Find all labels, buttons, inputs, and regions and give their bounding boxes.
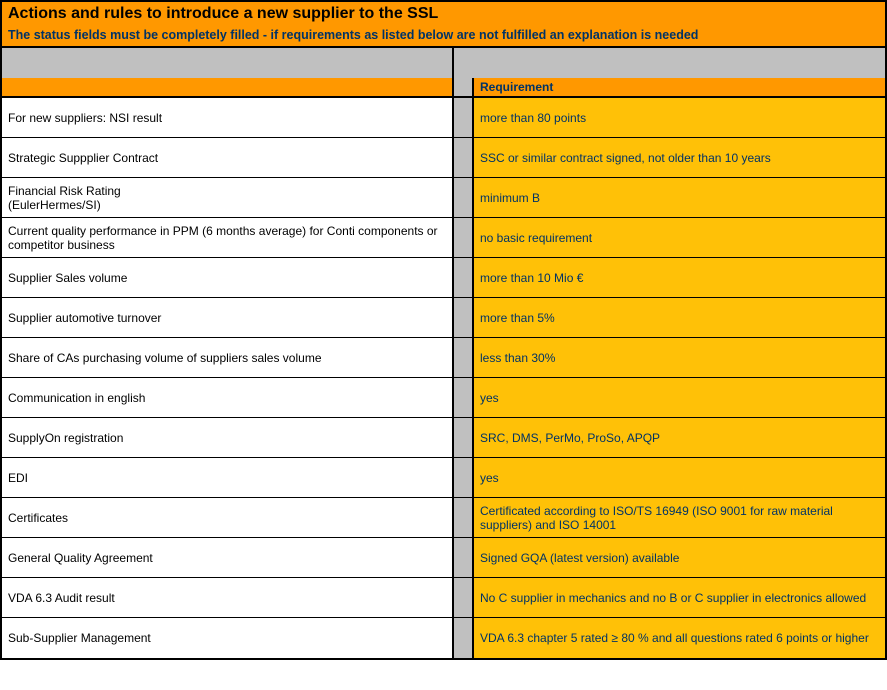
table-row: Supplier automotive turnover more than 5% [2,298,885,338]
criteria-label: SupplyOn registration [2,418,454,457]
requirement-value: yes [472,458,885,497]
row-gap [454,618,472,658]
criteria-label: EDI [2,458,454,497]
table-row: Communication in english yes [2,378,885,418]
requirement-value: yes [472,378,885,417]
requirement-value: VDA 6.3 chapter 5 rated ≥ 80 % and all q… [472,618,885,658]
row-gap [454,98,472,137]
requirement-value: No C supplier in mechanics and no B or C… [472,578,885,617]
table-row: Supplier Sales volume more than 10 Mio € [2,258,885,298]
table-header-mid [454,78,472,96]
page-subtitle: The status fields must be completely fil… [2,26,885,46]
criteria-label: VDA 6.3 Audit result [2,578,454,617]
criteria-label: Supplier automotive turnover [2,298,454,337]
criteria-label: For new suppliers: NSI result [2,98,454,137]
table-header-requirement: Requirement [472,78,885,96]
requirement-value: more than 10 Mio € [472,258,885,297]
table-header-row: Requirement [2,78,885,98]
table-row: VDA 6.3 Audit result No C supplier in mec… [2,578,885,618]
criteria-label: Sub-Supplier Management [2,618,454,658]
row-gap [454,138,472,177]
criteria-label: Share of CAs purchasing volume of suppli… [2,338,454,377]
row-gap [454,178,472,217]
row-gap [454,378,472,417]
table-row: EDI yes [2,458,885,498]
criteria-label: Financial Risk Rating (EulerHermes/SI) [2,178,454,217]
criteria-label: Strategic Suppplier Contract [2,138,454,177]
spacer-right [472,48,885,78]
row-gap [454,418,472,457]
table-row: For new suppliers: NSI result more than 8… [2,98,885,138]
requirement-value: SSC or similar contract signed, not olde… [472,138,885,177]
requirement-value: minimum B [472,178,885,217]
requirement-value: SRC, DMS, PerMo, ProSo, APQP [472,418,885,457]
table-row: Financial Risk Rating (EulerHermes/SI) mi… [2,178,885,218]
row-gap [454,338,472,377]
row-gap [454,458,472,497]
requirement-value: no basic requirement [472,218,885,257]
criteria-label: General Quality Agreement [2,538,454,577]
criteria-label: Certificates [2,498,454,537]
table-row: General Quality Agreement Signed GQA (lat… [2,538,885,578]
row-gap [454,298,472,337]
table-row: Strategic Suppplier Contract SSC or simil… [2,138,885,178]
requirement-value: Certificated according to ISO/TS 16949 (… [472,498,885,537]
table-row: Certificates Certificated according to IS… [2,498,885,538]
row-gap [454,258,472,297]
row-gap [454,498,472,537]
requirement-value: more than 80 points [472,98,885,137]
spacer-mid [454,48,472,78]
requirement-value: more than 5% [472,298,885,337]
table-row: Current quality performance in PPM (6 mo… [2,218,885,258]
table-header-left [2,78,454,96]
table-row: Sub-Supplier Management VDA 6.3 chapter 5… [2,618,885,658]
spacer-left [2,48,454,78]
row-gap [454,218,472,257]
requirement-value: less than 30% [472,338,885,377]
row-gap [454,578,472,617]
title-bar: Actions and rules to introduce a new sup… [2,2,885,48]
table-row: Share of CAs purchasing volume of suppli… [2,338,885,378]
criteria-label: Supplier Sales volume [2,258,454,297]
criteria-label: Current quality performance in PPM (6 mo… [2,218,454,257]
row-gap [454,538,472,577]
spacer-row [2,48,885,78]
criteria-label: Communication in english [2,378,454,417]
requirement-value: Signed GQA (latest version) available [472,538,885,577]
page-title: Actions and rules to introduce a new sup… [2,2,885,26]
document-container: Actions and rules to introduce a new sup… [0,0,887,660]
table-row: SupplyOn registration SRC, DMS, PerMo, Pr… [2,418,885,458]
table-body: For new suppliers: NSI result more than 8… [2,98,885,658]
